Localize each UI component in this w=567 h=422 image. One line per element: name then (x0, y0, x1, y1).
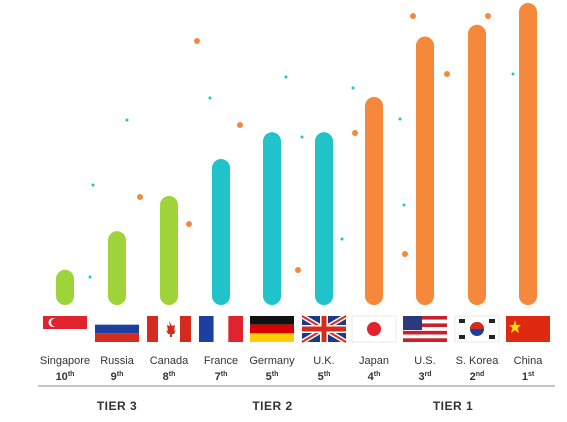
bar-russia (108, 231, 126, 305)
bar-china (519, 3, 537, 305)
rank-label: 5th (266, 371, 279, 383)
decor-dot (125, 118, 129, 122)
decor-dot (340, 237, 344, 241)
country-label: Singapore (40, 355, 90, 367)
bar-uk (315, 132, 333, 305)
bar-germany (263, 132, 281, 305)
decor-dot (352, 130, 358, 136)
decor-dot (402, 251, 408, 257)
singapore-flag-icon (43, 316, 87, 342)
china-flag-icon (506, 316, 550, 342)
decor-dot (208, 96, 212, 100)
decor-dot (194, 38, 200, 44)
rank-label: 10th (56, 371, 75, 383)
decor-dot (511, 72, 515, 76)
canada-flag-icon (147, 316, 191, 342)
decor-dot (88, 275, 92, 279)
russia-flag-icon (95, 316, 139, 342)
tier-label: TIER 1 (433, 399, 473, 413)
decor-dot (485, 13, 491, 19)
country-label: Germany (249, 355, 295, 367)
uk-flag-icon (300, 313, 348, 345)
south-korea-flag-icon (454, 315, 500, 343)
country-label: U.K. (313, 355, 334, 367)
japan-flag-icon (351, 315, 397, 343)
flags-layer (43, 313, 550, 345)
rank-label: 7th (215, 371, 228, 383)
germany-flag-icon (250, 316, 294, 342)
bars-layer (56, 3, 537, 306)
decor-dot (237, 122, 243, 128)
rank-label: 1st (522, 371, 535, 383)
decor-dot (410, 13, 416, 19)
decor-dot (186, 221, 192, 227)
decor-dot (284, 75, 288, 79)
decor-dot (351, 86, 355, 90)
rank-label: 3rd (418, 371, 431, 383)
rank-label: 2nd (470, 371, 485, 383)
rank-label: 4th (368, 371, 381, 383)
bar-japan (365, 96, 383, 305)
us-flag-icon (403, 316, 447, 342)
country-label: S. Korea (456, 355, 500, 367)
decor-dot (91, 183, 95, 187)
bar-france (212, 159, 230, 305)
decor-dot (402, 203, 406, 207)
decor-dot (295, 267, 301, 273)
labels-layer: Singapore 10th Russia 9th Canada 8th France 7th… (40, 355, 543, 383)
france-flag-icon (199, 316, 243, 342)
country-label: U.S. (414, 355, 435, 367)
rank-label: 9th (111, 371, 124, 383)
country-label: Russia (100, 355, 135, 367)
rank-label: 8th (163, 371, 176, 383)
decor-dot (444, 71, 450, 77)
decor-dot (398, 117, 402, 121)
bar-singapore (56, 269, 74, 305)
rank-label: 5th (318, 371, 331, 383)
country-label: China (514, 355, 544, 367)
tier-label: TIER 2 (252, 399, 292, 413)
tiers-layer: TIER 3 TIER 2 TIER 1 (38, 385, 555, 413)
decorative-dots (88, 13, 515, 279)
bar-south-korea (468, 24, 486, 306)
decor-dot (300, 135, 304, 139)
bar-us (416, 36, 434, 306)
country-label: Japan (359, 355, 389, 367)
country-label: Canada (150, 355, 189, 367)
decor-dot (137, 194, 143, 200)
tier-label: TIER 3 (97, 399, 137, 413)
country-label: France (204, 355, 238, 367)
bar-canada (160, 195, 178, 305)
